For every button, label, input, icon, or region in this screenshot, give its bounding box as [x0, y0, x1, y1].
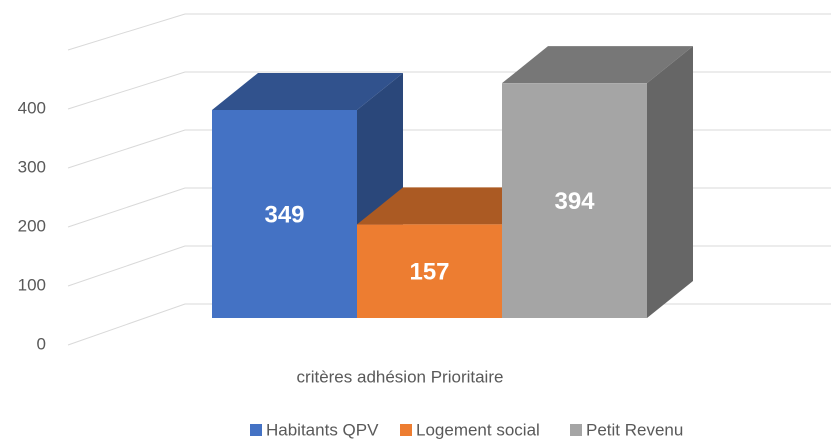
- y-tick-label: 300: [18, 157, 46, 176]
- wall-top-line: [67, 13, 831, 51]
- legend-label: Petit Revenu: [586, 420, 683, 439]
- legend-swatch: [570, 424, 582, 436]
- y-tick-label: 400: [18, 98, 46, 117]
- data-label: 157: [409, 259, 449, 286]
- bar: [502, 83, 647, 319]
- legend-label: Habitants QPV: [266, 420, 379, 439]
- bar-top: [502, 46, 693, 84]
- y-tick-label: 100: [18, 275, 46, 294]
- bar-side: [647, 46, 693, 319]
- legend-label: Logement social: [416, 420, 540, 439]
- legend-swatch: [250, 424, 262, 436]
- y-tick-label: 0: [37, 334, 46, 353]
- data-label: 394: [554, 188, 595, 215]
- grid-line: [67, 71, 831, 110]
- x-axis-category: critères adhésion Prioritaire: [297, 367, 504, 386]
- bar: [212, 109, 357, 318]
- bar-top: [357, 187, 548, 225]
- y-tick-label: 200: [18, 216, 46, 235]
- data-label: 349: [264, 201, 304, 228]
- legend-swatch: [400, 424, 412, 436]
- bar: [357, 224, 502, 318]
- bar-top: [212, 72, 403, 110]
- grid-line: [67, 129, 831, 169]
